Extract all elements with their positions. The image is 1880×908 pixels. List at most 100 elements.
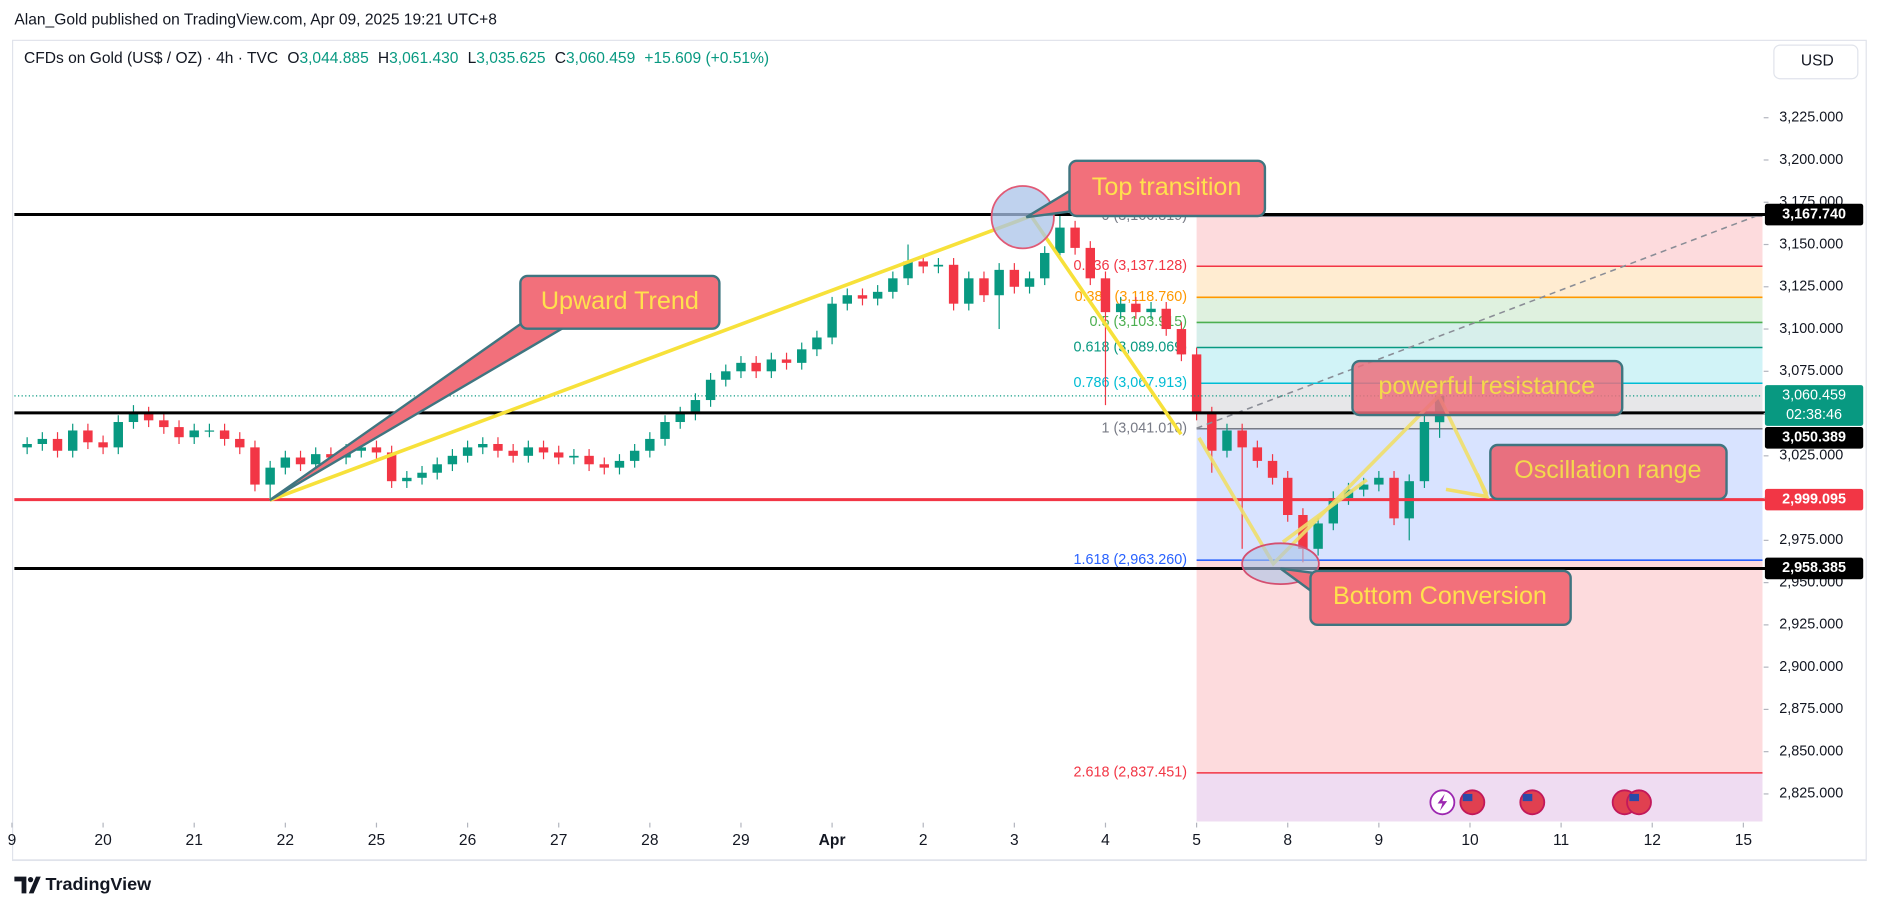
- callout-box: [1068, 159, 1267, 218]
- flag-canton: [1629, 793, 1640, 802]
- price-tag-label: 3,050.389: [1782, 430, 1846, 446]
- event-icon[interactable]: [1519, 789, 1546, 816]
- brand-name: TradingView: [46, 874, 153, 894]
- candle-body: [386, 452, 397, 482]
- y-tick-label: 3,125.000: [1779, 279, 1843, 295]
- candle-body: [311, 454, 321, 465]
- x-tick-label: 9: [1375, 832, 1384, 849]
- event-icon[interactable]: [1611, 789, 1652, 816]
- price-tag: [1764, 203, 1864, 226]
- candle-body: [1252, 447, 1263, 461]
- candle-body: [356, 447, 366, 451]
- price-tag: [1764, 557, 1864, 580]
- candle-body: [1100, 278, 1111, 313]
- candle-body: [371, 447, 382, 453]
- y-tick-label: 2,875.000: [1779, 701, 1843, 717]
- candle-body: [1283, 477, 1293, 515]
- ohlc-key: C: [555, 50, 566, 67]
- candle-body: [37, 438, 48, 444]
- candle-body: [903, 261, 913, 279]
- candle-body: [128, 413, 139, 423]
- candle-body: [751, 362, 761, 372]
- candle-body: [554, 452, 564, 458]
- candle-body: [964, 278, 974, 304]
- x-tick-label: 28: [641, 832, 658, 849]
- candle-body: [888, 278, 898, 292]
- candle-body: [629, 450, 640, 461]
- candle-body: [402, 477, 412, 482]
- fib-lines: 0 (3,166.819)0.236 (3,137.128)0.382 (3,1…: [1074, 208, 1763, 781]
- candle-body: [736, 362, 746, 372]
- candle-body: [1419, 422, 1430, 482]
- x-tick-label: 25: [368, 832, 386, 849]
- fib-level-label: 1.618 (2,963.260): [1074, 552, 1188, 568]
- symbol: CFDs on Gold (US$ / OZ) · 4h · TVC: [24, 50, 278, 67]
- event-icon[interactable]: [1459, 789, 1486, 816]
- candle-body: [432, 464, 442, 473]
- ohlc-value: 3,044.885: [299, 50, 369, 67]
- candle-body: [599, 464, 609, 468]
- flag-canton: [1462, 793, 1473, 802]
- candle-body: [235, 438, 245, 448]
- y-tick-label: 2,825.000: [1779, 786, 1843, 802]
- candle-body: [83, 430, 93, 443]
- candle-body: [52, 438, 63, 451]
- fib-zone: [1196, 216, 1763, 267]
- candles: [22, 214, 1445, 563]
- candle-body: [675, 413, 685, 423]
- x-tick-label: 9: [8, 832, 17, 849]
- candle-body: [295, 457, 306, 465]
- ohlc-value: 3,060.459: [566, 50, 635, 67]
- candle-body: [994, 269, 1004, 296]
- candle-body: [690, 400, 701, 414]
- candle-body: [1358, 484, 1369, 490]
- ohlc-key: L: [468, 50, 477, 67]
- candle-body: [417, 472, 427, 478]
- callout-text: Top transition: [1092, 173, 1242, 201]
- candle-body: [660, 422, 670, 439]
- candle-body: [68, 430, 78, 451]
- candle-body: [1191, 354, 1202, 414]
- ohlc-key: O: [287, 50, 299, 67]
- candle-body: [462, 447, 473, 456]
- ohlc-value: 3,035.625: [476, 50, 546, 67]
- candle-body: [569, 455, 579, 458]
- candle-body: [812, 337, 822, 350]
- candle-body: [797, 349, 807, 363]
- fib-level-label: 0.786 (3,067.913): [1074, 375, 1188, 391]
- brand-logo: [14, 876, 41, 894]
- callout-text: Oscillation range: [1514, 456, 1701, 484]
- fib-level-label: 0.618 (3,089.069): [1074, 339, 1188, 355]
- candle-body: [1115, 303, 1126, 313]
- fib-zone: [1196, 266, 1763, 298]
- candle-body: [827, 303, 837, 338]
- candle-body: [857, 295, 868, 299]
- currency-button[interactable]: [1773, 44, 1859, 80]
- brand: TradingView: [14, 874, 152, 894]
- candle-body: [1009, 269, 1020, 287]
- candle-body: [1146, 308, 1156, 313]
- currency[interactable]: USD: [1801, 52, 1834, 69]
- drawings: Upward Trend Top transition powerful res…: [269, 159, 1728, 627]
- candle-body: [250, 447, 260, 485]
- candle-body: [1389, 477, 1399, 519]
- y-tick-label: 3,200.000: [1779, 152, 1843, 168]
- candle-body: [1070, 227, 1080, 248]
- candle-body: [948, 264, 959, 304]
- callout-text: Upward Trend: [541, 287, 699, 315]
- y-tick-label: 2,975.000: [1779, 532, 1843, 548]
- publisher: Alan_Gold published on TradingView.com, …: [14, 12, 497, 29]
- candle-body: [1313, 523, 1323, 549]
- candle-body: [189, 430, 199, 438]
- x-tick-label: 20: [94, 832, 112, 849]
- x-tick-label: 21: [186, 832, 203, 849]
- candle-body: [98, 442, 108, 448]
- fib-level-label: 2.618 (2,837.451): [1074, 765, 1188, 781]
- callout-box: [1351, 359, 1624, 417]
- price-tag-label: 2,999.095: [1782, 491, 1846, 507]
- x-tick-label: 10: [1461, 832, 1479, 849]
- candle-body: [721, 371, 731, 380]
- x-tick-label: 11: [1553, 832, 1569, 849]
- candle-body: [1207, 413, 1217, 451]
- candle-body: [1328, 498, 1339, 524]
